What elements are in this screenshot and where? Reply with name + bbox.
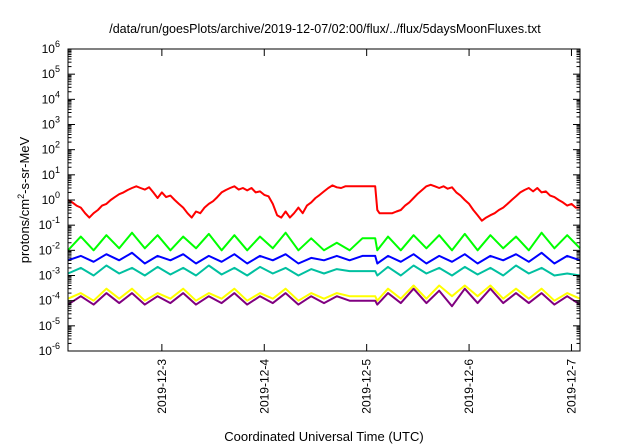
y-tick-label: 105	[42, 64, 60, 81]
y-tick-label-base: 10	[42, 92, 56, 106]
plot-frame	[67, 48, 581, 352]
y-tick-label-base: 10	[39, 243, 53, 257]
y-tick-label-base: 10	[42, 168, 56, 182]
y-tick-label-exp: -3	[52, 266, 60, 276]
y-tick-label-exp: -1	[52, 215, 60, 225]
y-tick-label-base: 10	[42, 143, 56, 157]
y-tick-label: 101	[42, 165, 60, 182]
y-tick-label-base: 10	[39, 319, 53, 333]
y-tick-label: 10-3	[39, 266, 60, 283]
y-axis: 10-610-510-410-310-210-11001011021031041…	[39, 39, 580, 358]
y-tick-label-exp: -4	[52, 291, 60, 301]
y-tick-label: 10-4	[39, 291, 60, 308]
y-tick-label-exp: 4	[55, 89, 60, 99]
y-tick-label-base: 10	[42, 67, 56, 81]
y-axis-title: protons/cm2-s-sr-MeV	[16, 136, 32, 263]
y-tick-label-base: 10	[42, 193, 56, 207]
y-tick-label: 10-5	[39, 316, 60, 333]
y-tick-label: 102	[42, 140, 60, 157]
y-axis-title-sup: 2	[16, 194, 26, 199]
y-tick-label-base: 10	[42, 118, 56, 132]
series-line-2	[67, 231, 581, 252]
y-tick-label-exp: 6	[55, 39, 60, 49]
y-axis-title-rest: -s-sr-MeV	[17, 136, 32, 193]
y-tick-label: 10-1	[39, 215, 60, 232]
x-tick-label: 2019-12-7	[564, 359, 578, 414]
y-tick-label-base: 10	[42, 42, 56, 56]
y-tick-label: 10-6	[39, 341, 60, 358]
chart-title: /data/run/goesPlots/archive/2019-12-07/0…	[109, 22, 541, 36]
series-group	[67, 183, 581, 308]
y-tick-label-exp: -2	[52, 240, 60, 250]
y-tick-label-base: 10	[39, 294, 53, 308]
y-tick-label-exp: 3	[55, 115, 60, 125]
y-tick-label: 10-2	[39, 240, 60, 257]
y-tick-label-base: 10	[39, 344, 53, 358]
series-line-3	[67, 251, 581, 265]
y-tick-label: 106	[42, 39, 60, 56]
y-tick-label-exp: 0	[55, 190, 60, 200]
y-tick-label: 100	[42, 190, 60, 207]
y-tick-label-base: 10	[39, 269, 53, 283]
y-tick-label-exp: 1	[55, 165, 60, 175]
x-axis: 2019-12-3 2019-12-4 2019-12-5 2019-12-6 2019…	[155, 49, 578, 414]
x-tick-label: 2019-12-5	[360, 359, 374, 414]
x-axis-title: Coordinated Universal Time (UTC)	[224, 429, 423, 444]
y-tick-label-exp: -5	[52, 316, 60, 326]
x-tick-label: 2019-12-4	[257, 359, 271, 414]
series-line-5	[67, 284, 581, 302]
y-tick-label: 103	[42, 115, 60, 132]
series-line-1	[67, 183, 580, 222]
y-tick-label-exp: 2	[55, 140, 60, 150]
y-axis-title-base: protons/cm	[17, 199, 32, 263]
series-line-4	[67, 264, 581, 277]
x-tick-label: 2019-12-6	[462, 359, 476, 414]
y-tick-label-exp: 5	[55, 64, 60, 74]
y-tick-label-exp: -6	[52, 341, 60, 351]
x-tick-label: 2019-12-3	[155, 359, 169, 414]
y-tick-label-base: 10	[39, 218, 53, 232]
series-line-6	[67, 287, 581, 308]
y-tick-label: 104	[42, 89, 60, 106]
